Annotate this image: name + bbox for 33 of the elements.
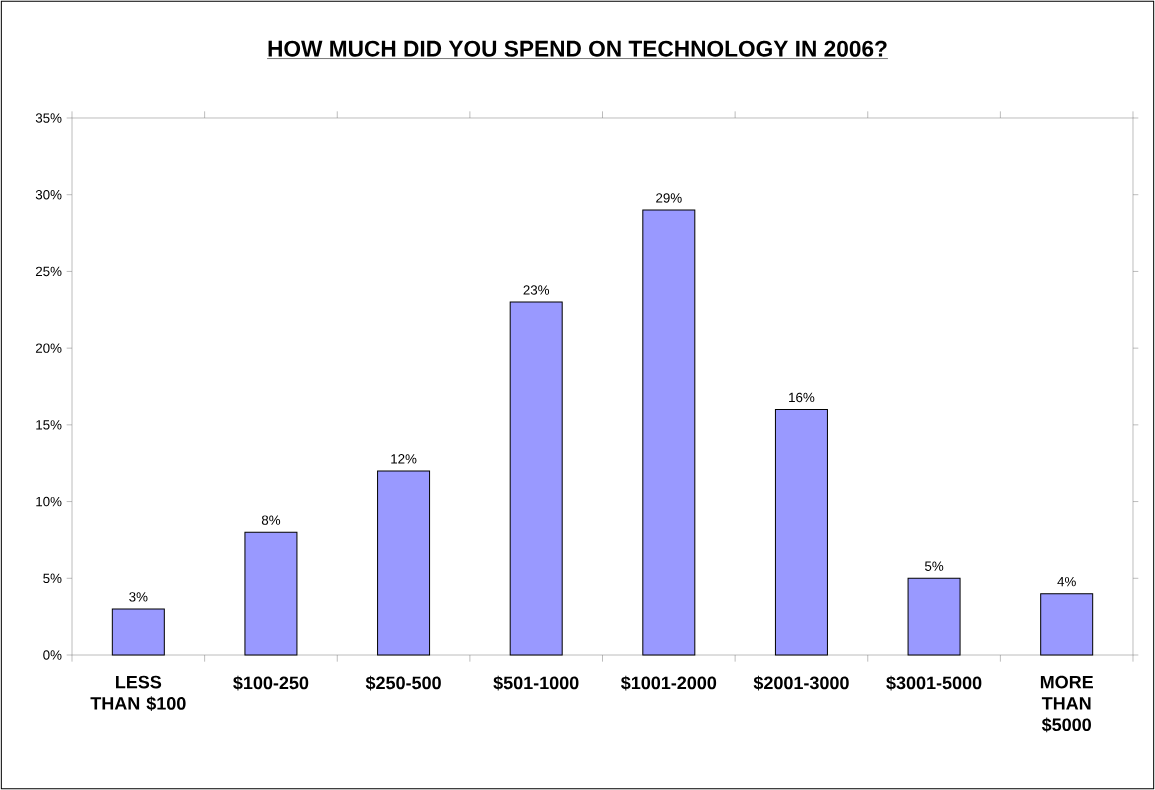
bar <box>1040 593 1094 656</box>
y-tick-label: 20% <box>35 343 62 353</box>
y-tick-label: 30% <box>35 190 62 200</box>
data-label: 5% <box>924 561 944 571</box>
y-tick-label: 25% <box>35 266 62 277</box>
y-tick-label: 5% <box>43 573 62 583</box>
x-tick-label: $1001-2000 <box>621 675 717 691</box>
x-tick-label: $3001-5000 <box>886 675 982 691</box>
x-tick-label: $501-1000 <box>493 675 579 691</box>
y-tick-label: 15% <box>36 420 62 430</box>
y-tick-label: 35% <box>35 113 62 123</box>
data-label: 12% <box>391 454 417 464</box>
x-tick-label: $2001-3000 <box>753 675 849 691</box>
bar <box>244 531 298 656</box>
x-tick-label: MORE THAN $5000 <box>1040 675 1093 733</box>
y-tick-label: 10% <box>36 496 62 507</box>
data-label: 16% <box>789 392 815 403</box>
bar <box>774 409 828 656</box>
x-tick-label: LESS THAN $100 <box>90 675 186 711</box>
bar <box>509 301 563 656</box>
y-tick-label: 0% <box>43 650 62 660</box>
data-label: 23% <box>523 285 550 295</box>
x-tick-label: $100-250 <box>233 675 309 691</box>
data-label: 4% <box>1057 576 1076 587</box>
bar <box>642 209 696 656</box>
chart-title: HOW MUCH DID YOU SPEND ON TECHNOLOGY IN 2006? <box>268 40 887 57</box>
data-label: 8% <box>261 515 281 525</box>
x-tick-label: $250-500 <box>365 675 441 691</box>
bar <box>907 577 961 656</box>
data-label: 29% <box>656 193 682 203</box>
bar <box>377 470 431 656</box>
data-label: 3% <box>129 592 148 602</box>
bar <box>111 608 165 656</box>
